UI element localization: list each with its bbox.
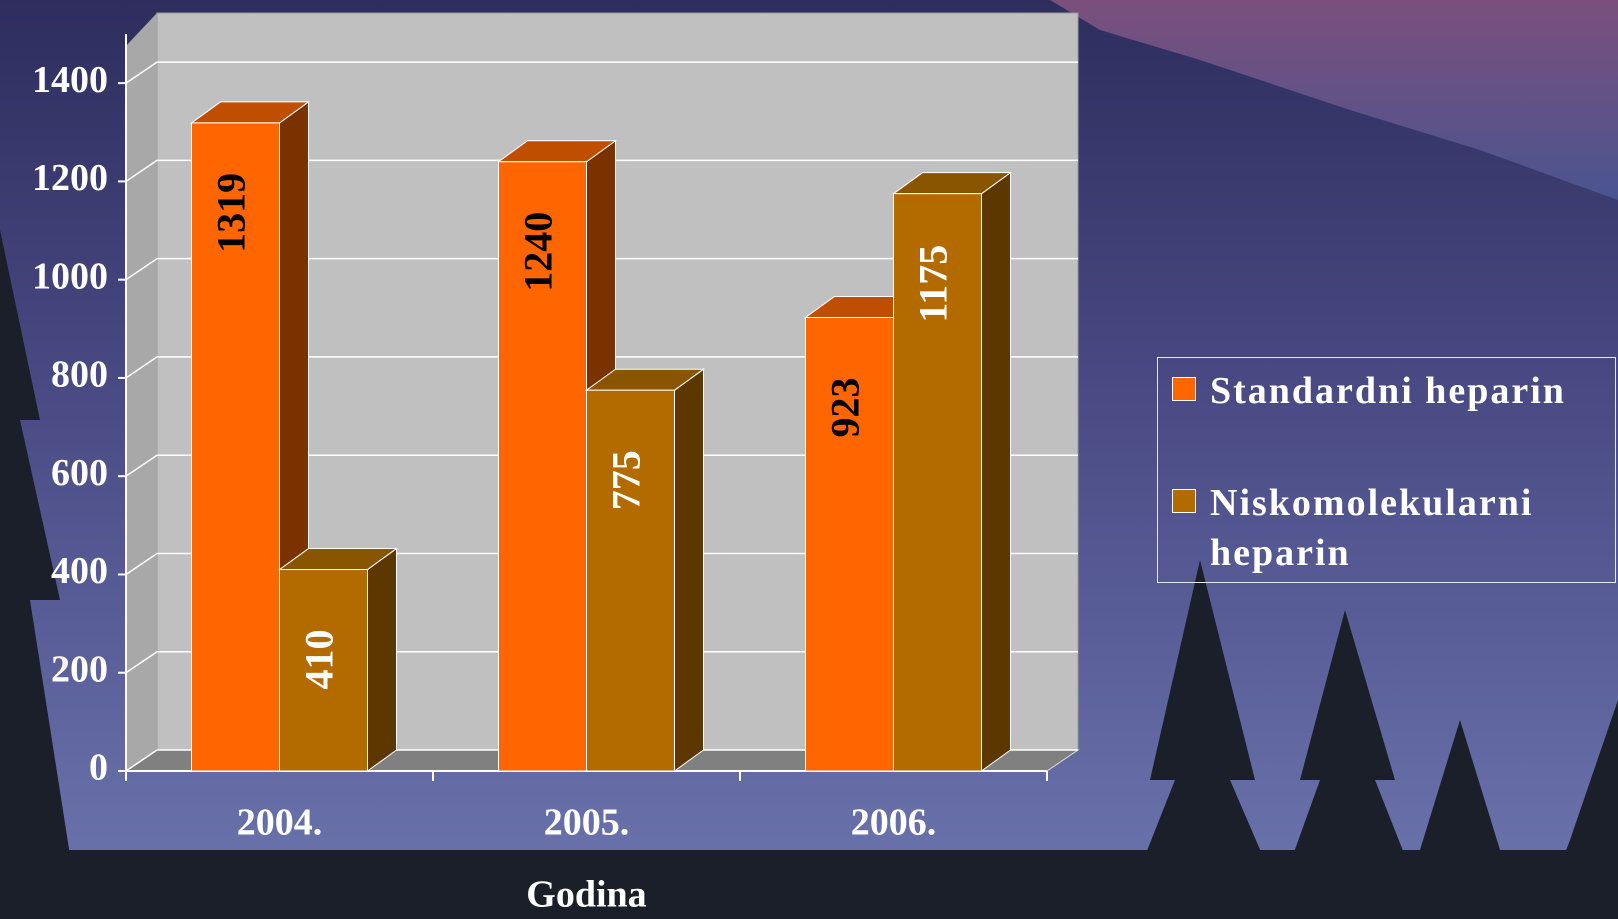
grid-line bbox=[125, 159, 1078, 183]
grid-line bbox=[125, 454, 1078, 477]
y-tick-label: 1400 bbox=[32, 59, 108, 101]
legend-swatch bbox=[1172, 377, 1196, 401]
grid-line bbox=[125, 257, 1078, 281]
legend: Standardni heparin Niskomolekularni hepar… bbox=[1157, 357, 1616, 583]
bar bbox=[584, 368, 706, 772]
legend-entry: Standardni heparin bbox=[1172, 366, 1610, 416]
legend-entry: Niskomolekularni heparin bbox=[1172, 478, 1610, 578]
y-tick-label: 0 bbox=[89, 747, 108, 789]
data-label: 923 bbox=[823, 377, 868, 437]
legend-label: Niskomolekularni heparin bbox=[1210, 482, 1534, 574]
bar-front bbox=[191, 122, 280, 772]
bar-front bbox=[893, 193, 982, 772]
y-tick-label: 200 bbox=[51, 648, 108, 690]
bar-front bbox=[498, 161, 587, 772]
mountain bbox=[1050, 0, 1618, 200]
bar-front bbox=[805, 316, 894, 772]
grid-line bbox=[125, 356, 1078, 379]
legend-label: Standardni heparin bbox=[1210, 370, 1566, 412]
bar-front bbox=[279, 569, 368, 772]
bar bbox=[891, 171, 1013, 772]
data-label: 410 bbox=[297, 630, 342, 690]
x-tick-label: 2004. bbox=[237, 802, 323, 844]
y-tick-label: 800 bbox=[51, 354, 108, 396]
y-tick-label: 1000 bbox=[32, 255, 108, 297]
trees bbox=[0, 230, 1618, 919]
bar-side bbox=[674, 368, 704, 772]
side-wall bbox=[126, 13, 157, 771]
y-tick-label: 600 bbox=[51, 452, 108, 494]
bar-side bbox=[367, 547, 397, 772]
grid-line bbox=[125, 749, 1078, 772]
bar bbox=[277, 547, 399, 772]
grid-line bbox=[125, 650, 1078, 674]
data-label: 775 bbox=[604, 450, 649, 510]
grid-line bbox=[125, 552, 1078, 576]
x-tick-label: 2005. bbox=[544, 802, 630, 844]
bar-side bbox=[981, 171, 1011, 772]
plot: 0 200 400 600 800 1000 1200 1400 1319 410 2004. 124… bbox=[32, 12, 1080, 916]
x-tick-label: 2006. bbox=[851, 802, 937, 844]
y-tick-label: 1200 bbox=[32, 157, 108, 199]
data-label: 1319 bbox=[209, 173, 254, 253]
x-axis-title: Godina bbox=[526, 874, 646, 916]
data-label: 1240 bbox=[516, 212, 561, 292]
legend-swatch bbox=[1172, 489, 1196, 513]
bar-front bbox=[586, 389, 675, 772]
y-tick-label: 400 bbox=[51, 550, 108, 592]
grid-line bbox=[125, 61, 1078, 84]
data-label: 1175 bbox=[911, 245, 956, 323]
